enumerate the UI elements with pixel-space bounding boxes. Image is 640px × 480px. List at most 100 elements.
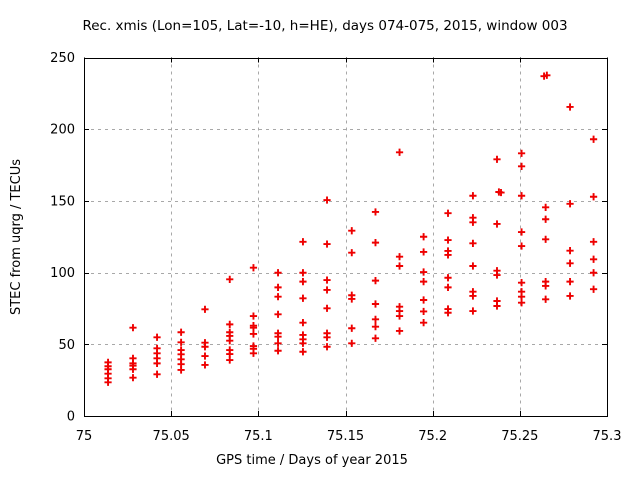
data-point-marker [153, 359, 161, 367]
data-point-marker [517, 293, 526, 301]
data-point-marker [226, 350, 234, 358]
data-point-marker [469, 292, 477, 300]
x-tick-label: 75.3 [593, 429, 622, 444]
data-point-marker [589, 193, 598, 201]
data-point-marker [129, 324, 137, 332]
data-point-marker [566, 259, 574, 267]
data-point-marker [469, 307, 477, 315]
data-point-marker [469, 192, 477, 200]
data-point-marker [153, 370, 161, 378]
data-point-marker [517, 149, 526, 157]
data-point-marker [249, 312, 258, 320]
data-point-marker [566, 292, 574, 300]
data-point-marker [201, 352, 209, 360]
x-tick-label: 75 [76, 429, 93, 444]
data-point-marker [299, 238, 307, 246]
x-tick-label: 75.25 [501, 429, 538, 444]
y-tick-label: 250 [50, 51, 75, 66]
data-point-marker [542, 235, 550, 243]
data-point-marker [348, 227, 356, 235]
y-tick-label: 200 [50, 123, 75, 138]
data-point-marker [493, 155, 501, 163]
data-point-marker [323, 196, 331, 204]
data-point-marker [226, 356, 234, 364]
x-tick-label: 75.2 [418, 429, 447, 444]
data-point-marker [542, 282, 550, 290]
data-point-marker [493, 302, 501, 310]
data-point-marker [542, 295, 550, 303]
data-point-marker [153, 333, 161, 341]
data-point-marker [566, 278, 574, 286]
data-point-marker [177, 366, 185, 374]
x-tick-label: 75.1 [244, 429, 273, 444]
data-point-marker [589, 135, 598, 143]
data-point-marker [201, 343, 209, 351]
data-point-marker [371, 315, 380, 323]
data-point-marker [274, 347, 282, 355]
data-point-marker [497, 188, 505, 197]
data-point-marker [420, 248, 428, 256]
data-point-marker [517, 228, 526, 236]
data-point-marker [371, 277, 380, 285]
data-point-marker [395, 253, 404, 261]
data-point-marker [274, 283, 282, 291]
y-tick-label: 100 [50, 266, 75, 281]
data-point-marker [323, 276, 331, 284]
data-point-marker [249, 330, 258, 338]
data-point-marker [323, 240, 331, 248]
data-point-marker [201, 305, 209, 313]
data-point-marker [395, 148, 404, 156]
data-point-marker [469, 218, 477, 226]
data-point-marker [371, 208, 380, 216]
data-point-marker [299, 348, 307, 356]
plot-frame [84, 58, 608, 417]
data-point-marker [420, 233, 428, 241]
data-point-marker [226, 320, 234, 328]
data-point-marker [249, 349, 258, 357]
data-point-marker [348, 295, 356, 303]
data-point-marker [274, 310, 282, 318]
data-point-marker [299, 339, 307, 347]
data-point-marker [566, 247, 574, 255]
data-point-marker [444, 274, 452, 282]
data-point-marker [542, 215, 550, 223]
data-point-marker [589, 285, 598, 293]
data-point-marker [299, 294, 307, 302]
data-point-marker [177, 328, 185, 336]
data-point-marker [493, 220, 501, 228]
data-point-marker [444, 283, 452, 291]
data-point-marker [323, 333, 331, 341]
data-point-marker [517, 279, 526, 287]
data-point-marker [177, 338, 185, 346]
y-tick-label: 0 [67, 410, 75, 425]
data-points-layer [104, 71, 598, 386]
data-point-marker [395, 327, 404, 335]
data-point-marker [420, 296, 428, 304]
x-axis-label: GPS time / Days of year 2015 [216, 453, 408, 468]
y-tick-label: 150 [50, 194, 75, 209]
data-point-marker [129, 365, 137, 373]
data-point-marker [589, 255, 598, 263]
data-point-marker [299, 269, 307, 277]
grid-layer [84, 57, 607, 416]
data-point-marker [395, 312, 404, 320]
data-point-marker [420, 268, 428, 276]
data-point-marker [420, 278, 428, 286]
data-point-marker [129, 374, 137, 382]
data-point-marker [542, 203, 550, 211]
data-point-marker [323, 286, 331, 294]
data-point-marker [299, 319, 307, 327]
data-point-marker [104, 378, 112, 386]
y-axis-label: STEC from uqrg / TECUs [9, 159, 24, 315]
data-point-marker [420, 319, 428, 327]
data-point-marker [444, 251, 452, 259]
x-tick-label: 75.15 [327, 429, 364, 444]
data-point-marker [589, 269, 598, 277]
data-point-marker [517, 192, 526, 200]
data-point-marker [226, 337, 234, 345]
data-point-marker [444, 209, 452, 217]
y-tick-label: 50 [58, 338, 75, 353]
data-point-marker [274, 293, 282, 301]
data-point-marker [395, 262, 404, 270]
data-point-marker [517, 242, 526, 250]
